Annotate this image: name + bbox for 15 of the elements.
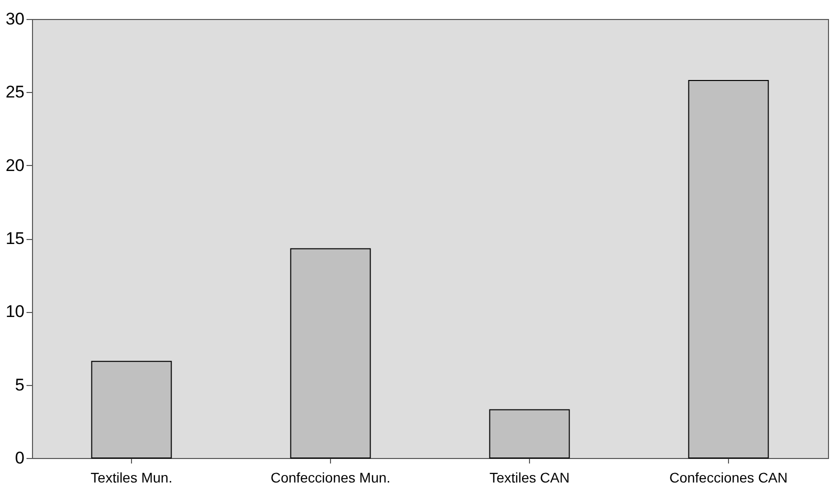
bar bbox=[489, 409, 570, 458]
y-tick-label: 10 bbox=[6, 302, 24, 322]
x-tick-label: Confecciones Mun. bbox=[270, 470, 390, 486]
bar bbox=[290, 248, 371, 458]
x-tick-label: Textiles CAN bbox=[489, 470, 570, 486]
y-tick-label: 0 bbox=[15, 448, 24, 468]
x-tick-label: Confecciones CAN bbox=[669, 470, 788, 486]
y-tick-label: 5 bbox=[15, 375, 24, 394]
bar bbox=[688, 80, 769, 458]
y-tick-label: 25 bbox=[6, 82, 24, 102]
bar bbox=[91, 360, 172, 458]
y-tick-label: 30 bbox=[6, 10, 24, 28]
y-tick-label: 20 bbox=[6, 156, 24, 175]
x-tick-label: Textiles Mun. bbox=[90, 470, 172, 486]
y-tick-label: 15 bbox=[6, 229, 24, 248]
